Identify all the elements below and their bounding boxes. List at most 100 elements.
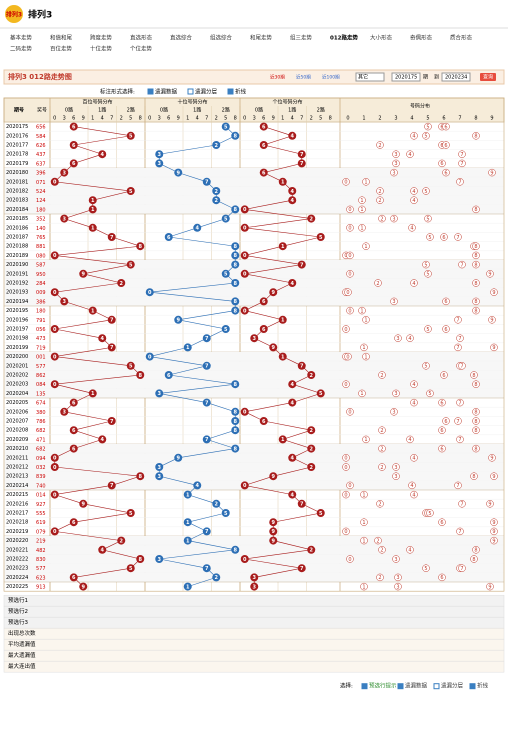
draw-digit: 5 — [39, 124, 42, 130]
ball-digit: 8 — [139, 557, 143, 563]
draw-digit: 0 — [42, 271, 45, 277]
dist-digit: 8 — [474, 446, 477, 452]
issue: 2020210 — [6, 446, 28, 452]
ball-digit: 1 — [186, 520, 190, 526]
bottom-option[interactable]: 遗漏分层 — [441, 682, 464, 690]
ball-digit: 0 — [243, 557, 247, 563]
ball — [231, 297, 240, 306]
ball — [69, 159, 78, 168]
nav-link[interactable]: 奇偶形态 — [410, 34, 433, 42]
nav-link[interactable]: 组选综合 — [210, 34, 233, 42]
ball-digit: 0 — [53, 180, 57, 186]
checkbox[interactable] — [469, 683, 476, 690]
filter-option[interactable]: 折线 — [235, 88, 247, 96]
ball-digit: 0 — [243, 410, 247, 416]
dist-mark — [406, 435, 414, 444]
ball-digit: 8 — [234, 134, 238, 140]
draw: 014 — [36, 492, 46, 498]
select-text[interactable]: 其它 — [358, 74, 368, 81]
checkbox[interactable] — [187, 88, 194, 95]
draw: 094 — [36, 455, 46, 461]
nav-link[interactable]: 跨度走势 — [90, 34, 113, 42]
nav-link[interactable]: 大小形态 — [370, 34, 393, 42]
draw-digit: 3 — [36, 299, 39, 305]
draw-digit: 0 — [42, 483, 45, 489]
dist-mark — [442, 325, 450, 333]
draw-digit: 6 — [42, 124, 45, 130]
draw-digit: 0 — [36, 290, 39, 296]
checkbox[interactable] — [227, 88, 234, 95]
range-link[interactable]: 近100期 — [322, 74, 340, 81]
ball — [221, 122, 230, 131]
nav-link[interactable]: 和值和尾 — [50, 34, 73, 42]
nav-link[interactable]: 012路走势 — [330, 34, 358, 42]
dist-mark — [406, 334, 414, 342]
draw-digit: 1 — [39, 345, 42, 351]
nav-link[interactable]: 组三走势 — [290, 34, 313, 42]
dist-digit: 4 — [410, 483, 413, 489]
draw-digit: 5 — [42, 235, 45, 241]
digit-head: 2 — [120, 116, 123, 122]
range-link[interactable]: 近30期 — [270, 74, 285, 81]
filter-option[interactable]: 遗漏数据 — [155, 88, 178, 96]
draw-digit: 8 — [36, 244, 39, 250]
ball-digit: 8 — [234, 281, 238, 287]
row-band — [4, 352, 504, 362]
draw-digit: 1 — [39, 538, 42, 544]
nav-link[interactable]: 十位走势 — [90, 45, 113, 53]
checkbox[interactable] — [147, 88, 154, 95]
to-input[interactable] — [441, 72, 471, 82]
query-button[interactable] — [480, 73, 496, 81]
nav-link[interactable]: 直选综合 — [170, 34, 193, 42]
dist-mark — [438, 426, 446, 434]
select[interactable] — [355, 72, 385, 82]
draw-digit: 3 — [39, 465, 42, 471]
dist-mark — [392, 389, 400, 398]
ball — [231, 426, 240, 435]
dist-digit: 0 — [344, 492, 347, 498]
dist-mark — [472, 417, 480, 425]
nav-link[interactable]: 百位走势 — [50, 45, 73, 53]
dist-digit: 9 — [492, 538, 495, 544]
draw: 740 — [36, 483, 46, 489]
checkbox[interactable] — [361, 683, 368, 690]
checkbox[interactable] — [433, 683, 440, 690]
ball — [202, 177, 211, 186]
draw-digit: 7 — [36, 317, 39, 323]
issue: 2020175 — [6, 124, 28, 130]
draw-digit: 9 — [42, 520, 45, 526]
footer-row — [3, 638, 505, 651]
draw-digit: 6 — [36, 428, 39, 434]
ball-digit: 7 — [300, 152, 304, 158]
dist-digit: 2 — [378, 198, 381, 204]
checkbox[interactable] — [397, 683, 404, 690]
range-link[interactable]: 近50期 — [296, 74, 311, 81]
nav-link[interactable]: 直选形态 — [130, 34, 153, 42]
ball — [288, 279, 297, 287]
ball-digit: 7 — [300, 262, 304, 268]
dist-digit: 8 — [474, 419, 477, 425]
ball-digit: 3 — [63, 216, 67, 222]
nav-link[interactable]: 二码走势 — [10, 45, 33, 53]
dist-mark — [346, 306, 354, 315]
ball — [240, 223, 249, 232]
dist-digit: 2 — [376, 538, 379, 544]
ball-digit: 3 — [158, 474, 162, 480]
ball — [259, 325, 268, 333]
dist-mark — [394, 334, 402, 342]
query-text[interactable]: 查询 — [483, 74, 493, 81]
bottom-option[interactable]: 预选行提示 — [369, 682, 397, 690]
nav-link[interactable]: 和尾走势 — [250, 34, 273, 42]
ball-digit: 7 — [205, 336, 209, 342]
bottom-option[interactable]: 遗漏数据 — [405, 682, 428, 690]
dist-mark — [410, 454, 418, 462]
ball-digit: 1 — [186, 492, 190, 498]
nav-link[interactable]: 基本走势 — [10, 34, 33, 42]
ball-digit: 5 — [129, 189, 133, 195]
dist-digit: 0 — [348, 483, 351, 489]
nav-link[interactable]: 个位走势 — [130, 45, 153, 53]
nav-link[interactable]: 质合形态 — [450, 34, 473, 42]
from-input[interactable] — [391, 72, 421, 82]
bottom-option[interactable]: 折线 — [477, 682, 489, 690]
filter-option[interactable]: 遗漏分层 — [195, 88, 218, 96]
